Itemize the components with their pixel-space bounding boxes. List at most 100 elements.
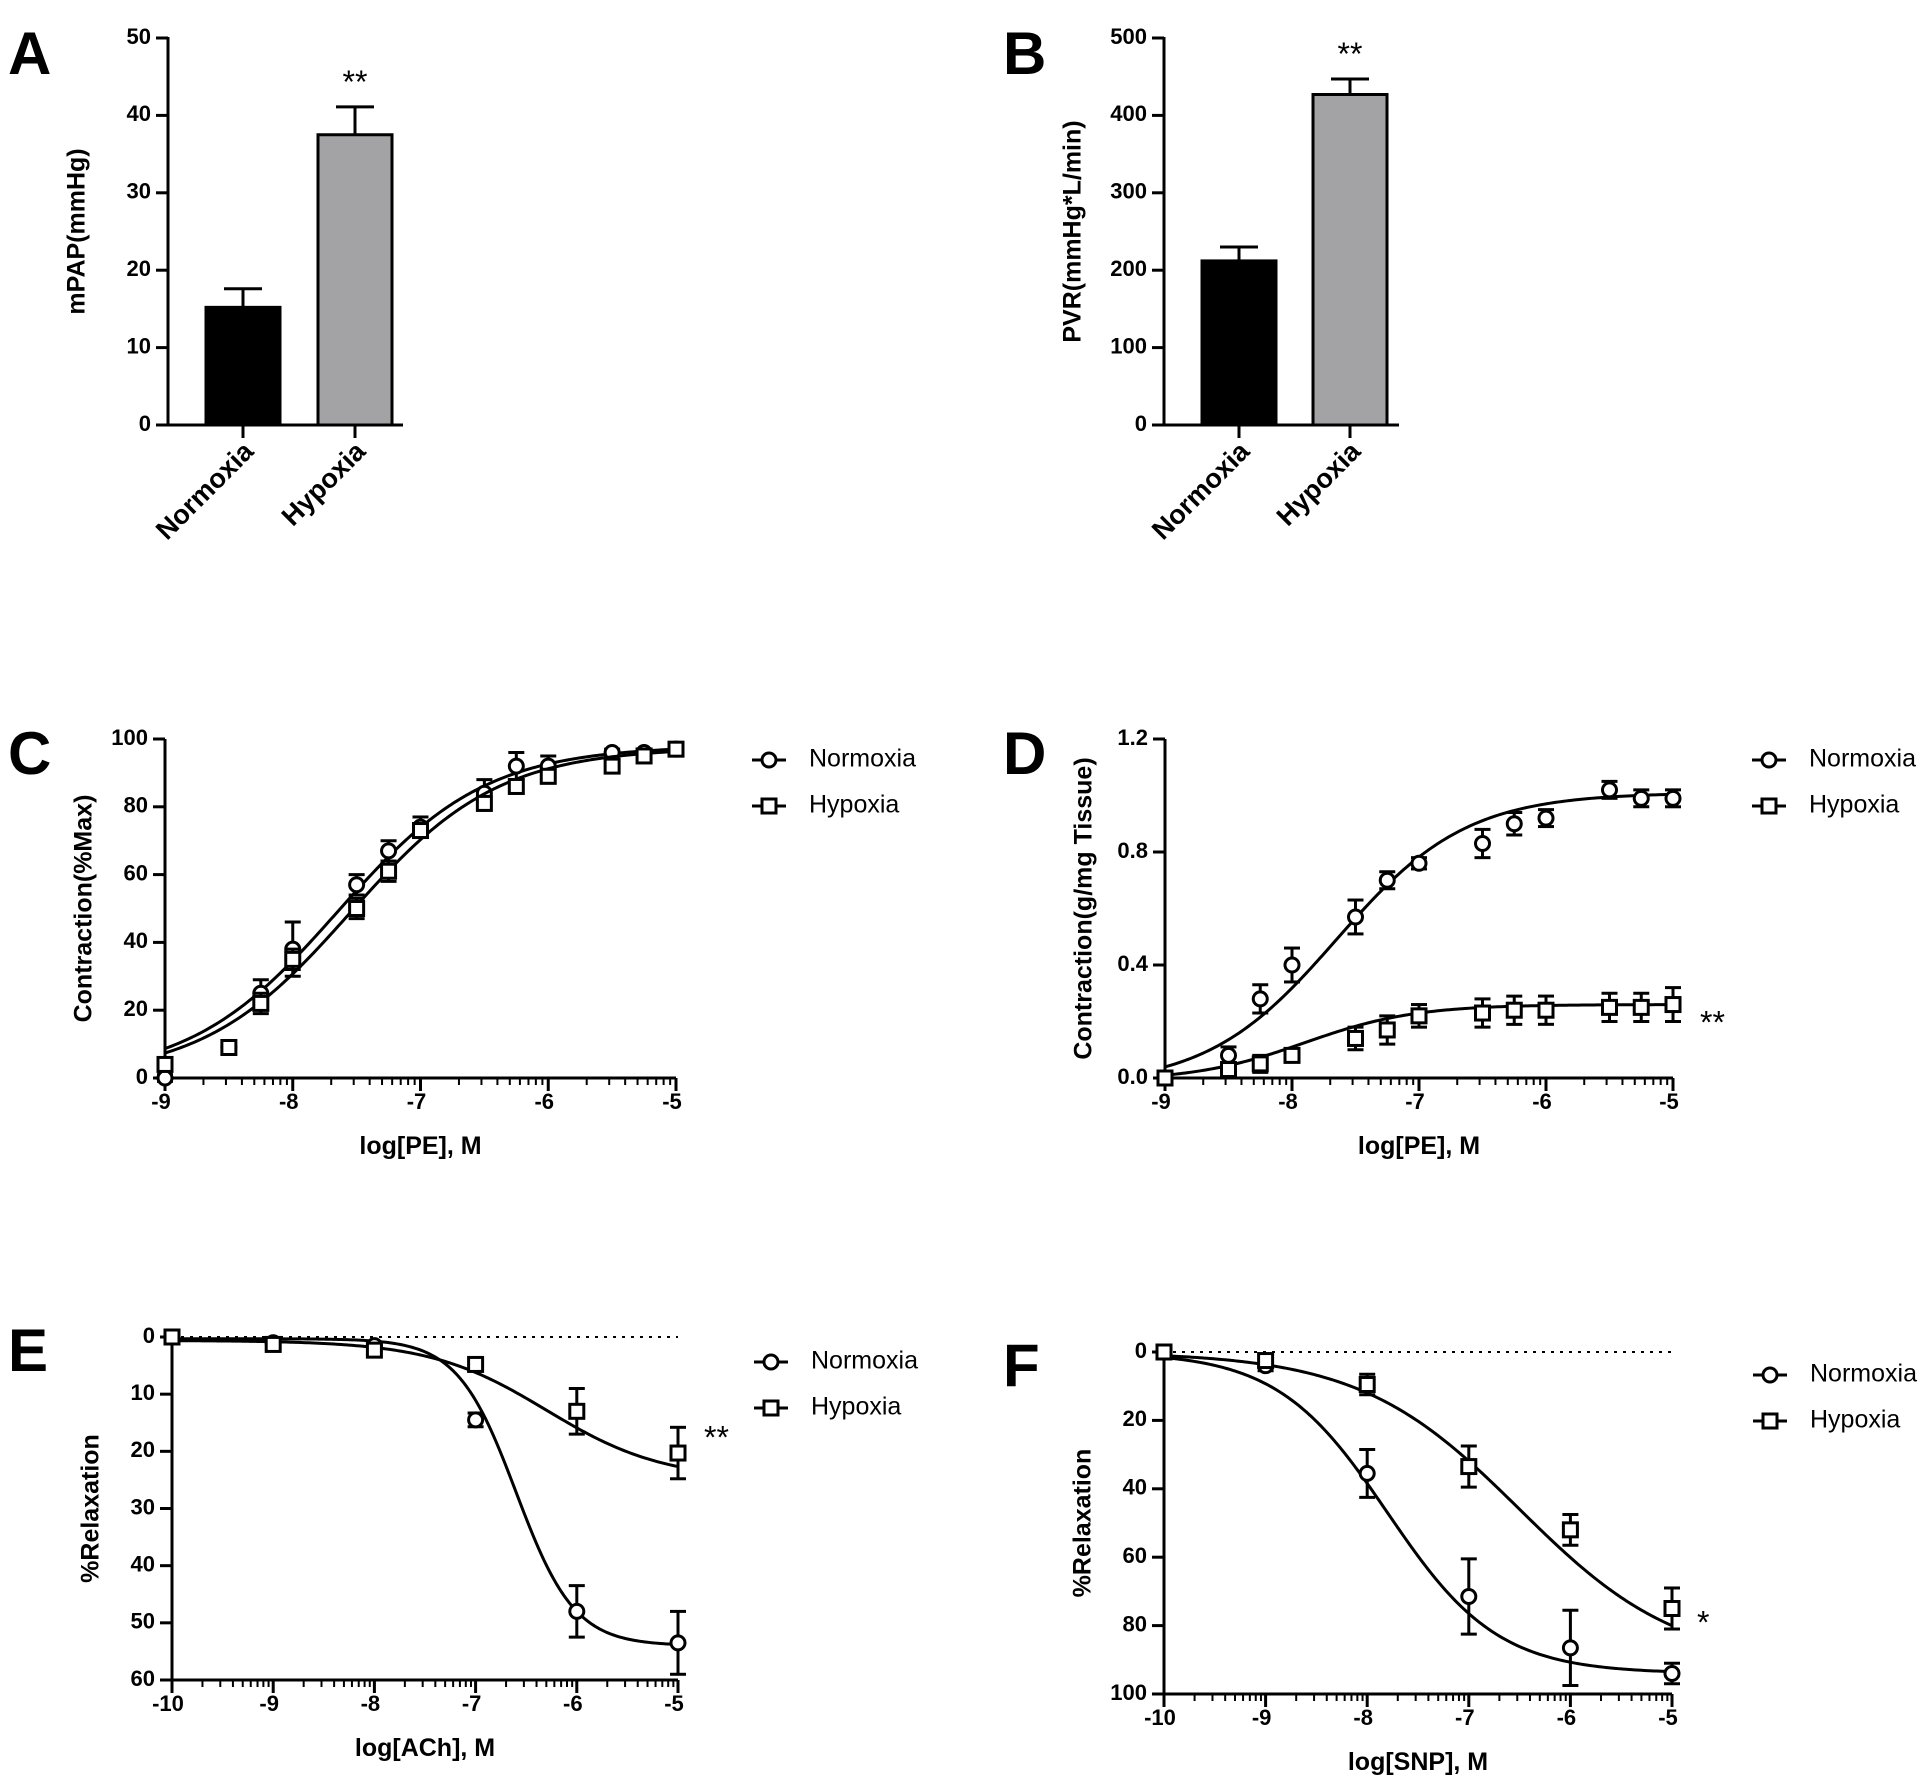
y-tick-label: 100 xyxy=(1110,333,1147,358)
panel-b: B 0 100 200 300 400 500 PVR(mmHg*L/min) Normoxia… xyxy=(1003,20,1399,545)
bar-normoxia xyxy=(1200,259,1278,427)
y-tick-label: 200 xyxy=(1110,256,1147,281)
data-point-hypoxia xyxy=(1474,1004,1491,1022)
significance-label: * xyxy=(1697,1604,1709,1640)
data-point-hypoxia xyxy=(252,994,270,1012)
y-tick-label: 50 xyxy=(131,1609,155,1634)
x-tick-label: -8 xyxy=(1353,1705,1373,1730)
x-tick-label: -9 xyxy=(1151,1089,1171,1114)
y-tick-label: 40 xyxy=(131,1551,155,1576)
data-point-hypoxia xyxy=(412,822,429,840)
x-tick-label: -8 xyxy=(279,1089,299,1114)
data-point-normoxia xyxy=(507,757,525,775)
data-point-hypoxia xyxy=(568,1402,586,1420)
panel-letter: E xyxy=(8,1317,48,1384)
data-point-normoxia xyxy=(1283,956,1301,974)
x-tick-label: -5 xyxy=(664,1691,684,1716)
data-point-hypoxia xyxy=(467,1355,485,1373)
x-axis-label: log[SNP], M xyxy=(1348,1748,1488,1776)
y-tick-label: 20 xyxy=(124,996,148,1021)
panel-letter: B xyxy=(1003,20,1046,87)
legend-label: Normoxia xyxy=(1810,1360,1917,1388)
data-point-hypoxia xyxy=(1537,1001,1555,1019)
y-tick-label: 50 xyxy=(127,24,151,49)
panel-e: E 0 10 20 30 40 50 60-10 -9 -8 -7 -6 -5 log[ACh], M %R… xyxy=(8,1317,918,1762)
panel-c: C 0 20 40 60 80 100 -9 -8 -7 -6 -5 log[PE], M Contrac… xyxy=(8,720,916,1160)
x-axis-label: log[PE], M xyxy=(359,1132,481,1160)
y-axis-label: %Relaxation xyxy=(77,1434,105,1583)
data-point-hypoxia xyxy=(1156,1069,1174,1087)
significance-label: ** xyxy=(704,1419,729,1455)
x-tick-label: -9 xyxy=(1252,1705,1272,1730)
data-point-normoxia xyxy=(1664,789,1682,807)
legend-label: Hypoxia xyxy=(811,1393,901,1421)
y-axis-label: %Relaxation xyxy=(1069,1449,1097,1598)
legend-marker xyxy=(1761,1412,1779,1430)
y-tick-label: 0.0 xyxy=(1117,1064,1148,1089)
data-point-hypoxia xyxy=(1155,1343,1173,1361)
y-tick-label: 0 xyxy=(143,1323,155,1348)
data-point-normoxia xyxy=(1251,990,1269,1008)
data-point-normoxia xyxy=(1632,789,1650,807)
panel-letter: C xyxy=(8,720,51,787)
data-point-hypoxia xyxy=(603,757,621,775)
x-tick-label: -10 xyxy=(1144,1705,1176,1730)
legend-marker xyxy=(1760,751,1778,769)
y-tick-label: 20 xyxy=(131,1437,155,1462)
y-tick-label: 0 xyxy=(1135,411,1147,436)
data-point-hypoxia xyxy=(1561,1521,1579,1539)
legend-marker xyxy=(1761,1366,1779,1384)
y-axis-label: PVR(mmHg*L/min) xyxy=(1059,120,1087,342)
legend-marker xyxy=(762,1399,780,1417)
x-tick-label: -5 xyxy=(662,1089,682,1114)
category-label: Normoxia xyxy=(1146,435,1256,545)
data-point-hypoxia xyxy=(365,1341,383,1359)
category-label: Normoxia xyxy=(150,435,260,545)
data-point-normoxia xyxy=(1537,809,1555,827)
fit-curve-hypoxia xyxy=(171,1339,679,1469)
fit-curve-hypoxia xyxy=(164,749,677,1055)
x-tick-label: -7 xyxy=(1455,1705,1475,1730)
significance-label: ** xyxy=(1700,1004,1725,1040)
data-point-normoxia xyxy=(669,1634,687,1652)
panel-letter: F xyxy=(1003,1332,1040,1399)
bar-hypoxia xyxy=(316,133,394,427)
panel-a: A 0 10 20 30 40 50 mPAP(mmHg) Normoxia Hypoxia ** xyxy=(8,20,403,545)
y-tick-label: 300 xyxy=(1110,179,1147,204)
y-tick-label: 80 xyxy=(1123,1611,1147,1636)
data-point-hypoxia xyxy=(1347,1029,1364,1047)
legend-label: Hypoxia xyxy=(1810,1406,1900,1434)
x-tick-label: -8 xyxy=(1278,1089,1298,1114)
data-point-hypoxia xyxy=(1410,1007,1428,1025)
data-point-normoxia xyxy=(348,876,366,894)
data-point-hypoxia xyxy=(1632,998,1650,1016)
legend-marker xyxy=(1760,797,1778,815)
data-point-normoxia xyxy=(1410,854,1428,872)
significance-label: ** xyxy=(343,64,368,100)
legend-label: Hypoxia xyxy=(1809,791,1899,819)
data-point-hypoxia xyxy=(1378,1021,1396,1039)
x-tick-label: -5 xyxy=(1658,1705,1678,1730)
data-point-hypoxia xyxy=(1664,996,1682,1014)
data-point-hypoxia xyxy=(1358,1375,1376,1393)
fit-curve-normoxia xyxy=(164,747,677,1050)
data-point-hypoxia xyxy=(1505,1001,1523,1019)
data-point-hypoxia xyxy=(669,1444,687,1462)
fit-curve-hypoxia xyxy=(1163,1354,1673,1628)
y-tick-label: 0 xyxy=(1135,1338,1147,1363)
y-tick-label: 0 xyxy=(139,411,151,436)
data-point-hypoxia xyxy=(264,1335,282,1353)
legend-marker xyxy=(760,751,778,769)
y-tick-label: 40 xyxy=(1123,1475,1147,1500)
y-tick-label: 1.2 xyxy=(1117,725,1148,750)
y-tick-label: 10 xyxy=(131,1380,155,1405)
data-point-hypoxia xyxy=(1663,1600,1681,1617)
y-tick-label: 500 xyxy=(1110,24,1147,49)
panel-letter: D xyxy=(1003,720,1046,787)
x-tick-label: -7 xyxy=(407,1089,427,1114)
x-axis-label: log[ACh], M xyxy=(355,1734,495,1762)
data-point-normoxia xyxy=(568,1602,586,1620)
data-point-normoxia xyxy=(380,842,398,860)
legend-label: Normoxia xyxy=(809,745,916,773)
